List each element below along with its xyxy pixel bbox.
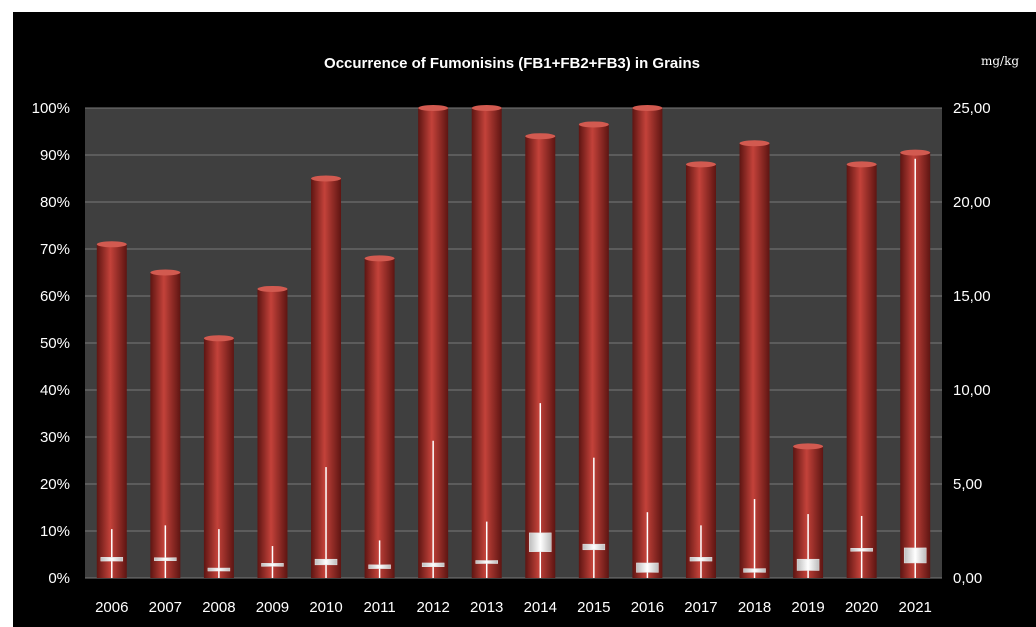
bar-cap [471, 105, 502, 111]
x-tick: 2006 [95, 599, 128, 616]
x-tick: 2019 [791, 599, 824, 616]
box-marker [636, 562, 659, 573]
x-tick: 2010 [309, 599, 342, 616]
y-tick-right: 15,00 [953, 288, 991, 305]
y-tick-left: 90% [40, 147, 70, 164]
right-axis-unit: mg/kg [981, 54, 1019, 68]
y-tick-right: 10,00 [953, 382, 991, 399]
y-tick-left: 80% [40, 194, 70, 211]
bar-cap [685, 161, 716, 168]
y-tick-right: 20,00 [953, 194, 991, 211]
bar-cap [96, 241, 127, 248]
x-tick: 2008 [202, 599, 235, 616]
x-tick: 2007 [149, 599, 182, 616]
box-marker [261, 563, 284, 567]
bar-cap [846, 161, 877, 168]
bar-cap [632, 105, 663, 111]
box-marker [421, 562, 445, 567]
x-tick: 2018 [738, 599, 771, 616]
box-marker [475, 560, 498, 564]
box-marker [796, 558, 820, 571]
x-tick: 2015 [577, 599, 610, 616]
box-marker [207, 567, 231, 572]
y-tick-left: 30% [40, 429, 70, 446]
box-marker [743, 568, 766, 573]
bar-cap [150, 269, 181, 276]
bar-cap [418, 105, 449, 111]
bar [96, 244, 127, 579]
y-tick-right: 25,00 [953, 100, 991, 117]
y-tick-right: 0,00 [953, 570, 982, 587]
bar-cap [900, 149, 931, 156]
y-tick-left: 40% [40, 382, 70, 399]
box-marker [529, 532, 552, 552]
bar-cap [311, 175, 342, 182]
chart-title: Occurrence of Fumonisins (FB1+FB2+FB3) i… [324, 55, 700, 72]
bar [471, 108, 502, 578]
bar [846, 164, 877, 578]
x-tick: 2013 [470, 599, 503, 616]
bar-cap [739, 140, 770, 147]
box-marker [582, 543, 606, 551]
box-marker [314, 558, 338, 566]
x-tick: 2017 [684, 599, 717, 616]
x-tick: 2009 [256, 599, 289, 616]
bar [364, 258, 395, 578]
y-tick-left: 100% [32, 100, 70, 117]
bar-cap [364, 255, 395, 262]
bar [257, 288, 288, 578]
bar-cap [578, 121, 609, 128]
y-tick-left: 20% [40, 476, 70, 493]
y-tick-right: 5,00 [953, 476, 982, 493]
bar-cap [257, 285, 288, 292]
bar-cap [525, 133, 556, 140]
box-marker [100, 557, 124, 562]
x-tick: 2020 [845, 599, 878, 616]
y-tick-left: 10% [40, 523, 70, 540]
x-tick: 2021 [899, 599, 932, 616]
box-marker [689, 557, 713, 562]
y-tick-left: 0% [48, 570, 70, 587]
y-tick-left: 60% [40, 288, 70, 305]
x-tick: 2011 [363, 599, 395, 616]
y-tick-left: 50% [40, 335, 70, 352]
x-tick: 2014 [524, 599, 557, 616]
bar [685, 164, 716, 578]
box-marker [368, 564, 391, 569]
box-marker [903, 547, 927, 564]
bar [632, 108, 663, 578]
y-tick-left: 70% [40, 241, 70, 258]
box-marker [154, 557, 177, 561]
box-marker [850, 548, 873, 552]
x-tick: 2012 [416, 599, 449, 616]
bar-cap [203, 335, 234, 342]
bar-cap [793, 443, 824, 450]
x-tick: 2016 [631, 599, 664, 616]
